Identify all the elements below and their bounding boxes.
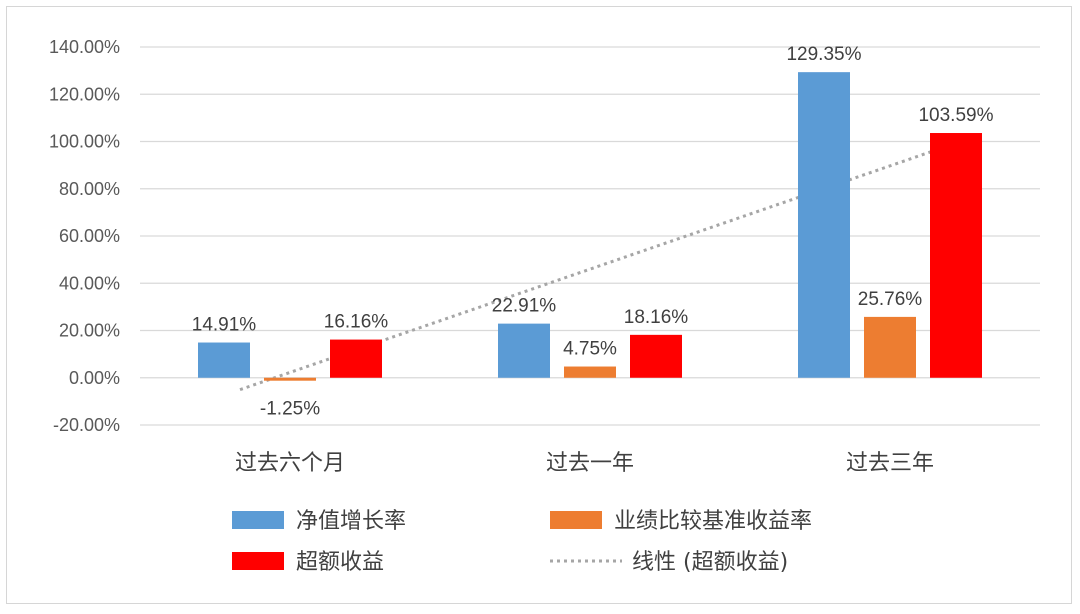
data-label: 4.75% [563, 339, 617, 360]
bar [330, 339, 382, 378]
bar [498, 323, 550, 378]
x-category-label: 过去六个月 [235, 451, 345, 476]
y-tick-label: 120.00% [49, 84, 120, 104]
x-category-label: 过去一年 [546, 451, 634, 476]
data-label: 103.59% [918, 105, 993, 126]
bar [930, 133, 982, 378]
data-label: 22.91% [492, 296, 557, 317]
y-tick-label: 80.00% [59, 179, 120, 199]
y-tick-label: 0.00% [69, 368, 120, 388]
y-tick-label: -20.00% [53, 415, 120, 435]
data-label: -1.25% [260, 399, 320, 420]
data-label: 18.16% [624, 307, 689, 328]
legend-swatch [232, 552, 284, 570]
bar [264, 377, 316, 381]
bar [198, 342, 250, 378]
legend-label: 净值增长率 [296, 509, 406, 534]
bar [798, 72, 850, 378]
legend-label: 线性 (超额收益) [632, 550, 788, 575]
data-labels: 14.91% -1.25% 16.16% 22.91% 4.75% 18.16% 129.3… [192, 44, 994, 420]
x-axis-categories: 过去六个月 过去一年 过去三年 [235, 451, 934, 476]
y-tick-label: 140.00% [49, 37, 120, 57]
legend-swatch [232, 511, 284, 529]
chart-frame [6, 6, 1072, 604]
y-tick-label: 20.00% [59, 321, 120, 341]
y-axis-ticks: 140.00% 120.00% 100.00% 80.00% 60.00% 40.00% 2… [49, 37, 120, 435]
bar [564, 366, 616, 378]
bar [864, 316, 916, 378]
legend-label: 业绩比较基准收益率 [614, 509, 812, 534]
y-tick-label: 40.00% [59, 273, 120, 293]
data-label: 25.76% [858, 289, 923, 310]
legend-label: 超额收益 [296, 550, 384, 575]
y-tick-label: 60.00% [59, 226, 120, 246]
data-label: 14.91% [192, 315, 257, 336]
data-label: 129.35% [786, 44, 861, 65]
bars [198, 72, 982, 381]
x-category-label: 过去三年 [846, 451, 934, 476]
bar [630, 334, 682, 378]
legend-swatch [550, 511, 602, 529]
data-label: 16.16% [324, 312, 389, 333]
y-tick-label: 100.00% [49, 132, 120, 152]
